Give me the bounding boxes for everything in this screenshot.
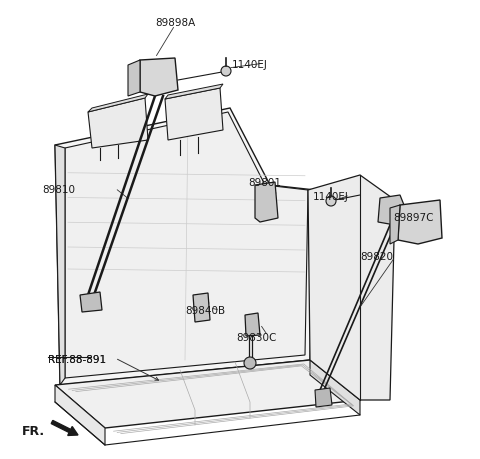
Polygon shape (55, 145, 65, 385)
Text: 1140EJ: 1140EJ (232, 60, 268, 70)
Polygon shape (88, 94, 148, 112)
Polygon shape (310, 360, 360, 415)
Text: 89820: 89820 (360, 252, 393, 262)
Polygon shape (88, 98, 148, 148)
Text: 89897C: 89897C (393, 213, 433, 223)
Polygon shape (65, 112, 308, 378)
Polygon shape (315, 388, 332, 407)
Circle shape (244, 357, 256, 369)
Text: 89801: 89801 (248, 178, 281, 188)
Polygon shape (140, 58, 178, 96)
Text: REF.88-891: REF.88-891 (48, 355, 106, 365)
Text: 89810: 89810 (42, 185, 75, 195)
Polygon shape (55, 385, 105, 445)
Polygon shape (245, 313, 260, 336)
Polygon shape (255, 182, 278, 222)
Polygon shape (308, 175, 395, 400)
Text: 89898A: 89898A (155, 18, 195, 28)
Text: REF.88-891: REF.88-891 (48, 355, 106, 365)
Polygon shape (378, 195, 408, 225)
FancyArrow shape (51, 420, 78, 436)
Text: FR.: FR. (22, 425, 45, 438)
Polygon shape (55, 108, 315, 385)
Polygon shape (398, 200, 442, 244)
Circle shape (326, 196, 336, 206)
Text: 89840B: 89840B (185, 306, 225, 316)
Polygon shape (55, 360, 360, 428)
Polygon shape (390, 205, 400, 244)
Polygon shape (165, 84, 223, 99)
Text: 1140EJ: 1140EJ (313, 192, 349, 202)
Polygon shape (193, 293, 210, 322)
Text: 89830C: 89830C (236, 333, 276, 343)
Polygon shape (128, 60, 140, 96)
Polygon shape (165, 88, 223, 140)
Polygon shape (80, 292, 102, 312)
Circle shape (221, 66, 231, 76)
